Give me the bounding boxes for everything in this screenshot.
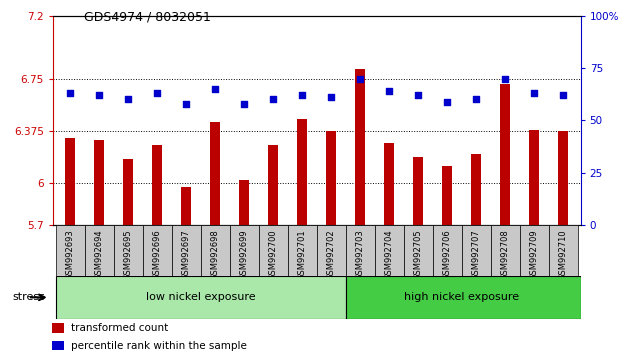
- Bar: [384, 143, 394, 225]
- Bar: [471, 154, 481, 225]
- Text: GSM992707: GSM992707: [472, 229, 481, 280]
- Text: GSM992705: GSM992705: [414, 229, 423, 280]
- Text: GSM992693: GSM992693: [66, 229, 75, 280]
- Text: GDS4974 / 8032051: GDS4974 / 8032051: [84, 11, 211, 24]
- Bar: [374, 225, 404, 276]
- Bar: [52, 341, 64, 350]
- Text: GSM992710: GSM992710: [559, 229, 568, 280]
- Bar: [288, 225, 317, 276]
- Bar: [201, 225, 230, 276]
- Bar: [143, 225, 171, 276]
- Point: [413, 92, 423, 98]
- Point: [65, 90, 75, 96]
- Bar: [84, 225, 114, 276]
- Bar: [491, 225, 520, 276]
- Bar: [413, 156, 424, 225]
- Bar: [346, 276, 581, 319]
- Point: [529, 90, 539, 96]
- Text: GSM992699: GSM992699: [240, 229, 248, 280]
- Bar: [520, 225, 549, 276]
- Text: high nickel exposure: high nickel exposure: [404, 292, 519, 302]
- Bar: [462, 225, 491, 276]
- Text: low nickel exposure: low nickel exposure: [146, 292, 255, 302]
- Text: GSM992702: GSM992702: [327, 229, 336, 280]
- Bar: [123, 159, 134, 225]
- Point: [239, 101, 249, 107]
- Text: percentile rank within the sample: percentile rank within the sample: [71, 341, 247, 350]
- Text: GSM992694: GSM992694: [94, 229, 104, 280]
- Bar: [56, 276, 346, 319]
- Point: [355, 76, 365, 81]
- Text: stress: stress: [12, 292, 45, 302]
- Bar: [442, 166, 452, 225]
- Text: GSM992706: GSM992706: [443, 229, 451, 280]
- Bar: [268, 145, 278, 225]
- Bar: [52, 323, 64, 333]
- Text: GSM992709: GSM992709: [530, 229, 539, 280]
- Point: [297, 92, 307, 98]
- Text: GSM992704: GSM992704: [385, 229, 394, 280]
- Text: GSM992696: GSM992696: [153, 229, 161, 280]
- Bar: [433, 225, 462, 276]
- Bar: [259, 225, 288, 276]
- Point: [123, 97, 133, 102]
- Text: GSM992708: GSM992708: [501, 229, 510, 280]
- Bar: [239, 180, 249, 225]
- Point: [471, 97, 481, 102]
- Text: transformed count: transformed count: [71, 323, 168, 333]
- Point: [181, 101, 191, 107]
- Point: [558, 92, 568, 98]
- Bar: [529, 130, 539, 225]
- Point: [442, 99, 452, 104]
- Bar: [326, 131, 337, 225]
- Bar: [210, 122, 220, 225]
- Point: [268, 97, 278, 102]
- Bar: [56, 225, 84, 276]
- Text: GSM992701: GSM992701: [297, 229, 307, 280]
- Point: [501, 76, 510, 81]
- Bar: [297, 119, 307, 225]
- Point: [384, 88, 394, 94]
- Point: [211, 86, 220, 92]
- Text: GSM992697: GSM992697: [182, 229, 191, 280]
- Bar: [114, 225, 143, 276]
- Point: [326, 95, 336, 100]
- Text: GSM992703: GSM992703: [356, 229, 365, 280]
- Bar: [181, 187, 191, 225]
- Bar: [404, 225, 433, 276]
- Bar: [549, 225, 578, 276]
- Bar: [317, 225, 346, 276]
- Point: [94, 92, 104, 98]
- Bar: [65, 138, 75, 225]
- Text: GSM992695: GSM992695: [124, 229, 133, 280]
- Bar: [152, 145, 162, 225]
- Bar: [558, 131, 568, 225]
- Bar: [230, 225, 259, 276]
- Bar: [171, 225, 201, 276]
- Bar: [94, 140, 104, 225]
- Bar: [346, 225, 374, 276]
- Bar: [355, 69, 365, 225]
- Point: [152, 90, 162, 96]
- Text: GSM992698: GSM992698: [211, 229, 220, 280]
- Text: GSM992700: GSM992700: [269, 229, 278, 280]
- Bar: [500, 84, 510, 225]
